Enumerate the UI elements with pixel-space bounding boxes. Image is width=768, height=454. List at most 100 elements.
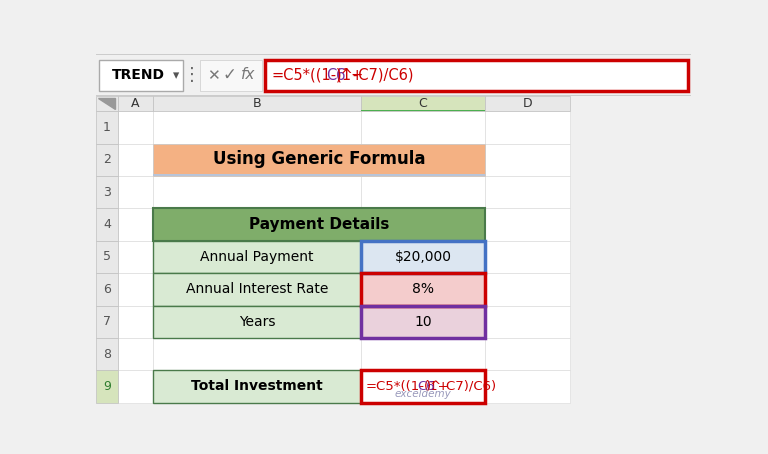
Text: =C5*((1-(1+: =C5*((1-(1+ (366, 380, 449, 393)
Text: ✓: ✓ (223, 66, 237, 84)
Bar (361, 208, 485, 241)
Bar (485, 112, 571, 144)
Bar (96, 273, 118, 306)
Bar (485, 241, 571, 273)
Bar (96, 241, 118, 273)
Bar (154, 370, 361, 403)
Text: 3: 3 (103, 186, 111, 199)
Bar (118, 208, 154, 241)
Bar (118, 96, 154, 112)
Bar (96, 208, 118, 241)
Text: 1: 1 (103, 121, 111, 134)
Bar (361, 370, 485, 403)
Bar (361, 144, 485, 176)
Bar (361, 273, 485, 306)
Text: ▾: ▾ (173, 69, 179, 82)
Bar (154, 241, 361, 273)
Bar (96, 112, 118, 144)
Bar (154, 144, 485, 176)
Text: 6: 6 (103, 283, 111, 296)
Text: Total Investment: Total Investment (191, 380, 323, 393)
Bar (96, 96, 118, 112)
Bar (265, 60, 688, 91)
Bar (118, 273, 154, 306)
Bar (485, 370, 571, 403)
Bar (96, 144, 118, 176)
Bar (485, 96, 571, 112)
Bar (485, 144, 571, 176)
Bar (154, 370, 361, 403)
Bar (485, 208, 571, 241)
Text: 5: 5 (103, 251, 111, 263)
Text: )^-C7)/C6): )^-C7)/C6) (336, 68, 414, 83)
Text: 7: 7 (103, 315, 111, 328)
Bar (361, 370, 485, 403)
Bar (96, 370, 118, 403)
Bar (118, 176, 154, 208)
Bar (361, 273, 485, 306)
Bar (361, 241, 485, 273)
Polygon shape (98, 99, 115, 109)
Bar (118, 112, 154, 144)
Text: A: A (131, 97, 140, 110)
Text: Annual Payment: Annual Payment (200, 250, 314, 264)
Bar (361, 241, 485, 273)
Bar (361, 273, 485, 306)
Bar (154, 208, 485, 241)
Bar (118, 338, 154, 370)
Text: )^-C7)/C6): )^-C7)/C6) (426, 380, 497, 393)
Bar (154, 306, 361, 338)
Bar (96, 95, 691, 96)
Bar (154, 306, 361, 338)
Bar (96, 54, 691, 55)
Bar (361, 176, 485, 208)
Bar (154, 208, 361, 241)
Bar (361, 241, 485, 273)
Text: C: C (419, 97, 428, 110)
Text: 10: 10 (414, 315, 432, 329)
Bar (96, 176, 118, 208)
Text: $20,000: $20,000 (395, 250, 452, 264)
Text: 4: 4 (103, 218, 111, 231)
Text: Years: Years (239, 315, 276, 329)
Bar (485, 273, 571, 306)
Bar (154, 273, 361, 306)
Bar (154, 96, 361, 112)
Bar (96, 306, 118, 338)
Bar (485, 176, 571, 208)
Bar (118, 306, 154, 338)
Bar (118, 144, 154, 176)
Text: 8%: 8% (412, 282, 434, 296)
Text: =C5*((1-(1+: =C5*((1-(1+ (271, 68, 363, 83)
Text: Using Generic Formula: Using Generic Formula (213, 150, 425, 168)
Text: Annual Interest Rate: Annual Interest Rate (186, 282, 329, 296)
Bar (361, 306, 485, 338)
Bar (96, 338, 118, 370)
Bar (154, 174, 485, 176)
Text: 9: 9 (103, 380, 111, 393)
Text: Payment Details: Payment Details (249, 217, 389, 232)
Bar (154, 338, 361, 370)
Bar (154, 112, 361, 144)
Bar (99, 60, 183, 91)
Bar (361, 112, 485, 144)
Bar (361, 306, 485, 338)
Text: TREND: TREND (112, 68, 165, 82)
Bar (154, 176, 361, 208)
Bar (96, 54, 691, 96)
Bar (200, 60, 262, 91)
Bar (485, 338, 571, 370)
Text: ⋮: ⋮ (183, 66, 201, 84)
Bar (361, 370, 485, 403)
Bar (118, 370, 154, 403)
Text: 2: 2 (103, 153, 111, 167)
Text: C6: C6 (417, 380, 435, 393)
Bar (154, 273, 361, 306)
Text: fx: fx (240, 67, 255, 82)
Text: D: D (523, 97, 532, 110)
Bar (361, 338, 485, 370)
Text: exceldemy: exceldemy (395, 389, 452, 399)
Bar (154, 241, 361, 273)
Text: ✕: ✕ (207, 68, 220, 83)
Text: C6: C6 (326, 68, 345, 83)
